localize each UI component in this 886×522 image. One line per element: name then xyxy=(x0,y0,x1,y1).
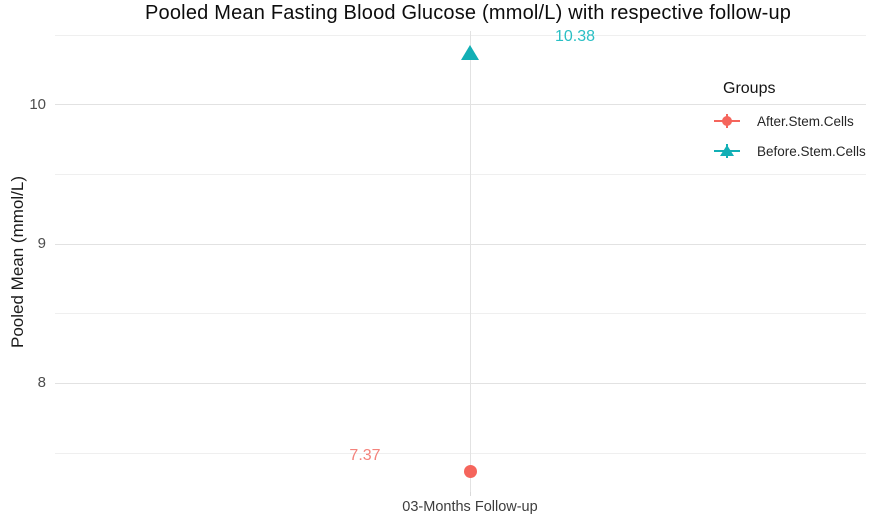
gridline-x-category xyxy=(470,31,471,492)
legend-item-before-stem-cells: Before.Stem.Cells xyxy=(712,141,866,161)
y-axis-title: Pooled Mean (mmol/L) xyxy=(8,176,27,348)
legend-label: After.Stem.Cells xyxy=(757,113,854,129)
x-axis-tick xyxy=(470,492,471,496)
legend-title: Groups xyxy=(723,80,776,97)
data-label-7.37: 7.37 xyxy=(349,447,381,465)
x-tick-label: 03-Months Follow-up xyxy=(402,499,538,515)
y-tick-label-8: 8 xyxy=(37,374,46,392)
gridline-major-y-10 xyxy=(55,104,866,106)
chart-title: Pooled Mean Fasting Blood Glucose (mmol/… xyxy=(145,2,792,24)
gridline-major-y-9 xyxy=(55,243,866,245)
gridline-minor-y-10.5 xyxy=(55,34,866,36)
plot-panel xyxy=(55,31,866,492)
y-tick-label-10: 10 xyxy=(29,95,46,113)
data-point-before-stem-cells xyxy=(461,44,479,60)
circle-marker-icon xyxy=(713,112,741,130)
gridline-major-y-8 xyxy=(55,382,866,384)
triangle-marker-icon xyxy=(713,142,741,160)
gridline-minor-y-9.5 xyxy=(55,173,866,175)
legend-item-after-stem-cells: After.Stem.Cells xyxy=(712,111,866,131)
legend: Groups After.Stem.Cells Before.Stem.Cell… xyxy=(712,80,866,171)
data-label-10.38: 10.38 xyxy=(554,27,596,45)
gridline-minor-y-7.5 xyxy=(55,452,866,454)
gridline-minor-y-8.5 xyxy=(55,313,866,315)
legend-label: Before.Stem.Cells xyxy=(757,143,866,159)
y-tick-label-9: 9 xyxy=(37,235,46,253)
data-point-after-stem-cells xyxy=(463,464,477,478)
